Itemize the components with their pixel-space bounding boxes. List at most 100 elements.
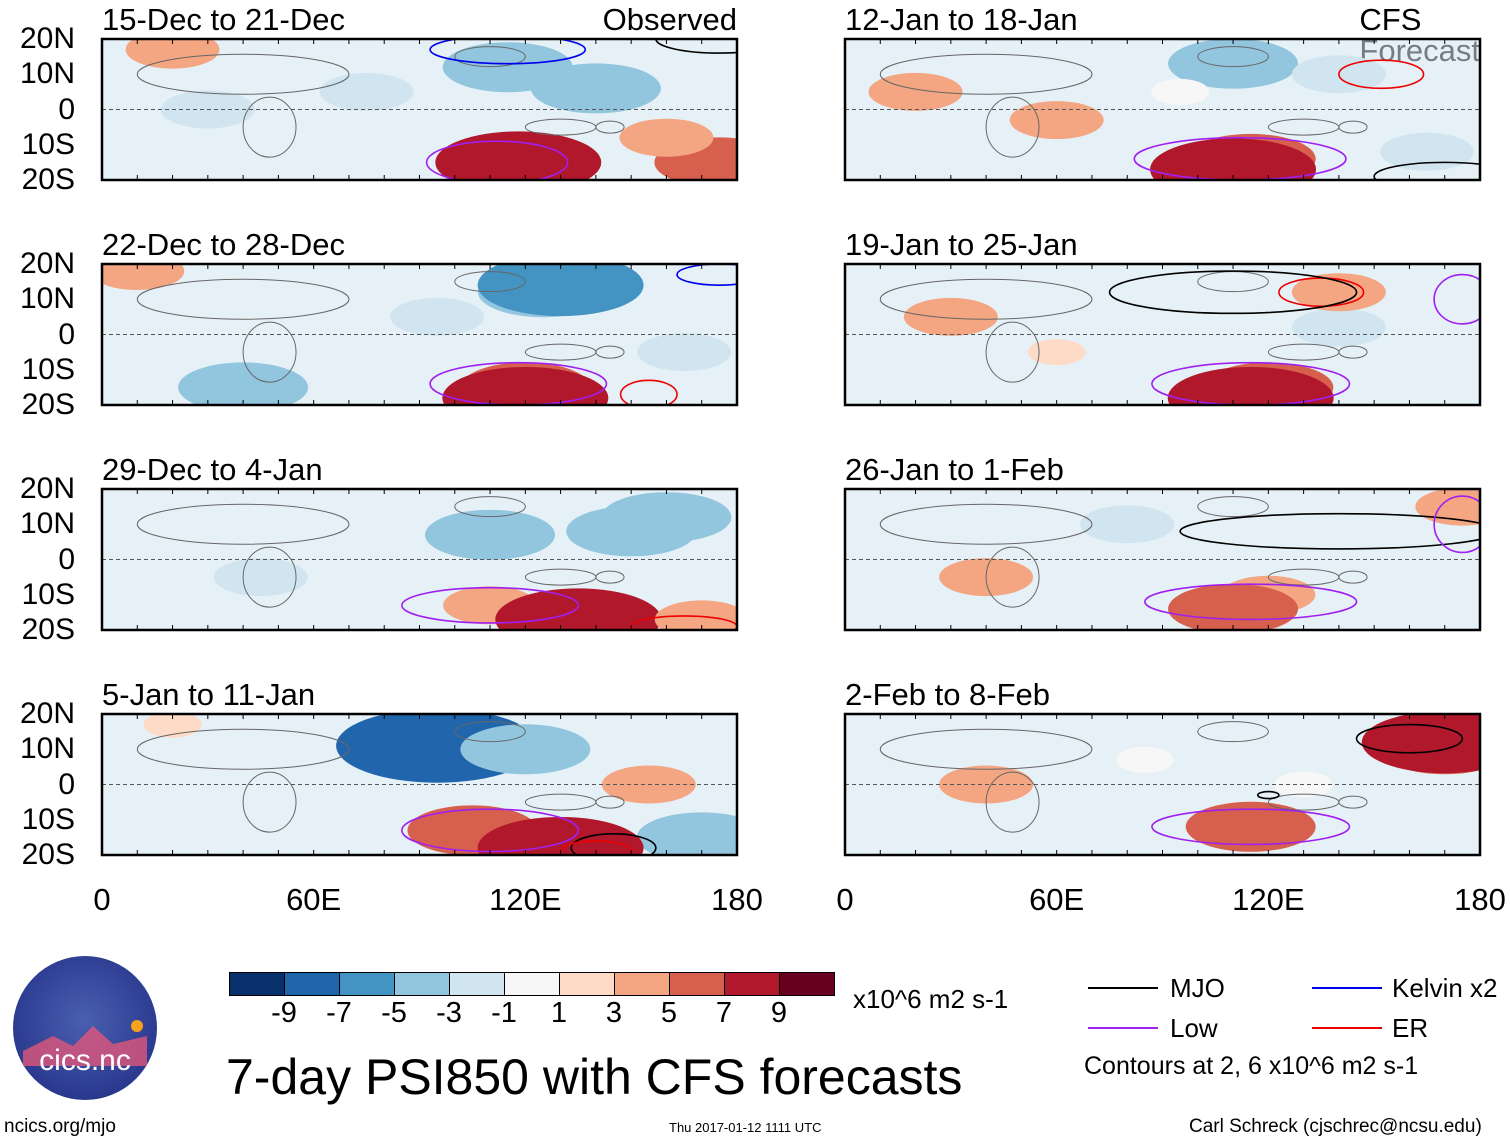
lat-label: 10N <box>19 732 75 766</box>
lat-label: 20N <box>19 697 75 730</box>
map-panel <box>843 487 1482 632</box>
anomaly-region <box>390 297 485 336</box>
coastline <box>879 503 1093 545</box>
colorbar-swatch <box>394 972 450 996</box>
colorbar-swatch <box>504 972 560 996</box>
coastline <box>1197 721 1269 743</box>
anomaly-region <box>425 509 556 560</box>
coastline <box>1338 795 1368 809</box>
lat-label: 10S <box>21 802 75 836</box>
site-link[interactable]: ncics.org/mjo <box>4 1116 116 1137</box>
lat-label: 20S <box>21 163 75 196</box>
coastline <box>985 771 1040 833</box>
lat-label: 20S <box>21 613 75 646</box>
contour-low <box>1144 583 1358 621</box>
map-panel <box>100 262 739 407</box>
anomaly-region <box>213 558 308 597</box>
lon-label: 60E <box>286 882 342 917</box>
coastline <box>985 321 1040 383</box>
panel-title: 26-Jan to 1-Feb <box>845 452 1064 487</box>
coastline <box>454 721 526 743</box>
panel-title: 15-Dec to 21-Dec <box>102 2 345 37</box>
anomaly-region <box>654 600 737 630</box>
legend-line-low <box>1088 1027 1158 1029</box>
colorbar-label: -3 <box>436 997 462 1029</box>
colorbar-swatch <box>779 972 835 996</box>
contour-mjo <box>1108 270 1358 315</box>
lat-label: 10N <box>19 282 75 316</box>
lat-label: 20N <box>19 22 75 55</box>
coastline <box>879 278 1093 320</box>
contour-mjo <box>655 39 737 54</box>
contour-low <box>425 140 569 180</box>
panel-title: 12-Jan to 18-Jan <box>845 2 1078 37</box>
colorbar-label: 3 <box>605 997 623 1029</box>
anomaly-region <box>637 333 732 372</box>
coastline <box>136 503 350 545</box>
logo-text: cics.nc <box>39 1044 131 1077</box>
map-panel <box>100 487 739 632</box>
colorbar-label: -9 <box>271 997 297 1029</box>
colorbar-swatch <box>559 972 615 996</box>
colorbar-swatch <box>669 972 725 996</box>
lat-label: 0 <box>58 542 75 576</box>
colorbar-label: 9 <box>770 997 788 1029</box>
lat-label: 10S <box>21 352 75 386</box>
legend-line-er <box>1312 1027 1382 1029</box>
lat-label: 20S <box>21 838 75 871</box>
coastline <box>595 795 625 809</box>
lat-label: 10N <box>19 57 75 91</box>
anomaly-region <box>1167 366 1334 405</box>
anomaly-region <box>1168 39 1299 89</box>
contour-low <box>401 586 580 624</box>
lat-label: 20S <box>21 388 75 421</box>
legend-line-mjo <box>1088 987 1158 989</box>
anomaly-region <box>1361 714 1480 774</box>
anomaly-region <box>601 492 732 543</box>
anomaly-region <box>460 724 591 775</box>
coastline <box>1338 570 1368 584</box>
lat-label: 20N <box>19 247 75 280</box>
coastline <box>879 53 1093 95</box>
coastline <box>454 271 526 293</box>
anomaly-region <box>619 118 714 157</box>
contour-er <box>1338 59 1425 90</box>
coastline <box>454 46 526 68</box>
contour-mjo <box>1256 790 1280 800</box>
contour-kelvin <box>676 264 737 286</box>
legend-line-kelvin <box>1312 987 1382 989</box>
coastline <box>985 546 1040 608</box>
timestamp: Thu 2017-01-12 1111 UTC <box>669 1120 822 1135</box>
anomaly-region <box>636 812 737 855</box>
anomaly-region <box>178 362 309 405</box>
coastline <box>595 570 625 584</box>
contour-mjo <box>1355 723 1464 754</box>
contour-low <box>1433 495 1480 554</box>
coastline <box>595 120 625 134</box>
colorbar-swatch <box>724 972 780 996</box>
colorbar-label: 1 <box>550 997 568 1029</box>
anomaly-region <box>1009 101 1104 140</box>
anomaly-region <box>1080 505 1175 544</box>
anomaly-region <box>102 264 185 291</box>
coastline <box>1197 46 1269 68</box>
lon-label: 0 <box>836 882 854 917</box>
anomaly-region <box>143 714 202 738</box>
colorbar-label: -7 <box>326 997 352 1029</box>
figure-title: 7-day PSI850 with CFS forecasts <box>226 1049 963 1105</box>
contour-note: Contours at 2, 6 x10^6 m2 s-1 <box>1084 1052 1419 1080</box>
anomaly-region <box>1185 801 1316 852</box>
anomaly-region <box>1027 339 1086 366</box>
coastline <box>1338 345 1368 359</box>
coastline <box>136 53 350 95</box>
coastline <box>242 546 297 608</box>
anomaly-region <box>530 63 661 114</box>
legend-label: ER <box>1392 1013 1429 1043</box>
coastline <box>242 321 297 383</box>
anomaly-region <box>477 816 644 855</box>
lon-label: 60E <box>1029 882 1085 917</box>
map-panel <box>843 37 1482 182</box>
colorbar-label: 5 <box>660 997 678 1029</box>
lat-label: 0 <box>58 317 75 351</box>
coastline <box>136 728 350 770</box>
